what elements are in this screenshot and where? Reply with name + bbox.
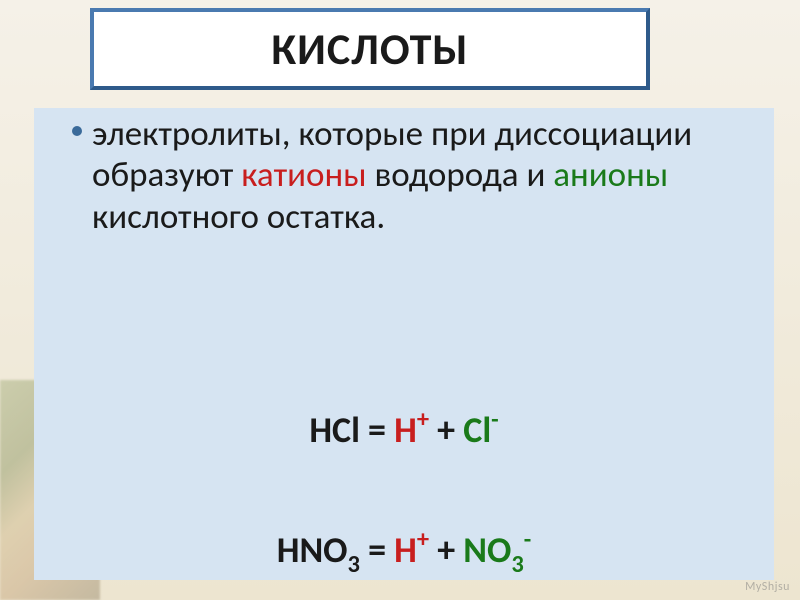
eq2-lhs-sub: 3 [348, 549, 360, 579]
eq2-anion-sup: - [524, 524, 532, 554]
equation-2: HNO3 = H+ + NO3- [34, 526, 774, 577]
eq2-anion-base: NO [463, 528, 511, 572]
definition-part3: кислотного остатка. [92, 196, 385, 238]
title-box: КИСЛОТЫ [90, 8, 650, 90]
slide-title: КИСЛОТЫ [271, 22, 468, 76]
eq1-lhs: HCl [309, 408, 360, 452]
eq2-lhs-base: HNO [277, 528, 348, 572]
eq1-anion-sup: - [491, 404, 499, 434]
anions-word: анионы [553, 154, 668, 196]
content-inner: электролиты, которые при диссоциации обр… [34, 108, 774, 580]
watermark: MyShjsu [745, 580, 790, 594]
eq2-anion-sub: 3 [511, 549, 523, 579]
eq2-lhs: HNO3 [277, 528, 360, 572]
bullet-icon [72, 126, 82, 136]
eq2-plus: + [429, 528, 463, 572]
eq1-anion: Cl- [463, 408, 498, 452]
cations-word: катионы [241, 154, 366, 196]
equation-1: HCl = H+ + Cl- [34, 406, 774, 452]
eq1-plus: + [429, 408, 463, 452]
eq1-equals: = [360, 408, 394, 452]
eq2-h: H [394, 528, 417, 572]
eq2-h-sup: + [417, 524, 429, 554]
eq1-h-cation: H+ [394, 408, 429, 452]
eq1-h-sup: + [417, 404, 429, 434]
eq2-equals: = [360, 528, 394, 572]
definition-part2: водорода и [367, 154, 554, 196]
slide-background: КИСЛОТЫ электролиты, которые при диссоци… [0, 0, 800, 600]
eq1-h: H [394, 408, 417, 452]
eq2-h-cation: H+ [394, 528, 429, 572]
eq2-anion: NO3- [463, 528, 531, 572]
eq1-anion-base: Cl [463, 408, 491, 452]
definition-text: электролиты, которые при диссоциации обр… [92, 114, 774, 238]
